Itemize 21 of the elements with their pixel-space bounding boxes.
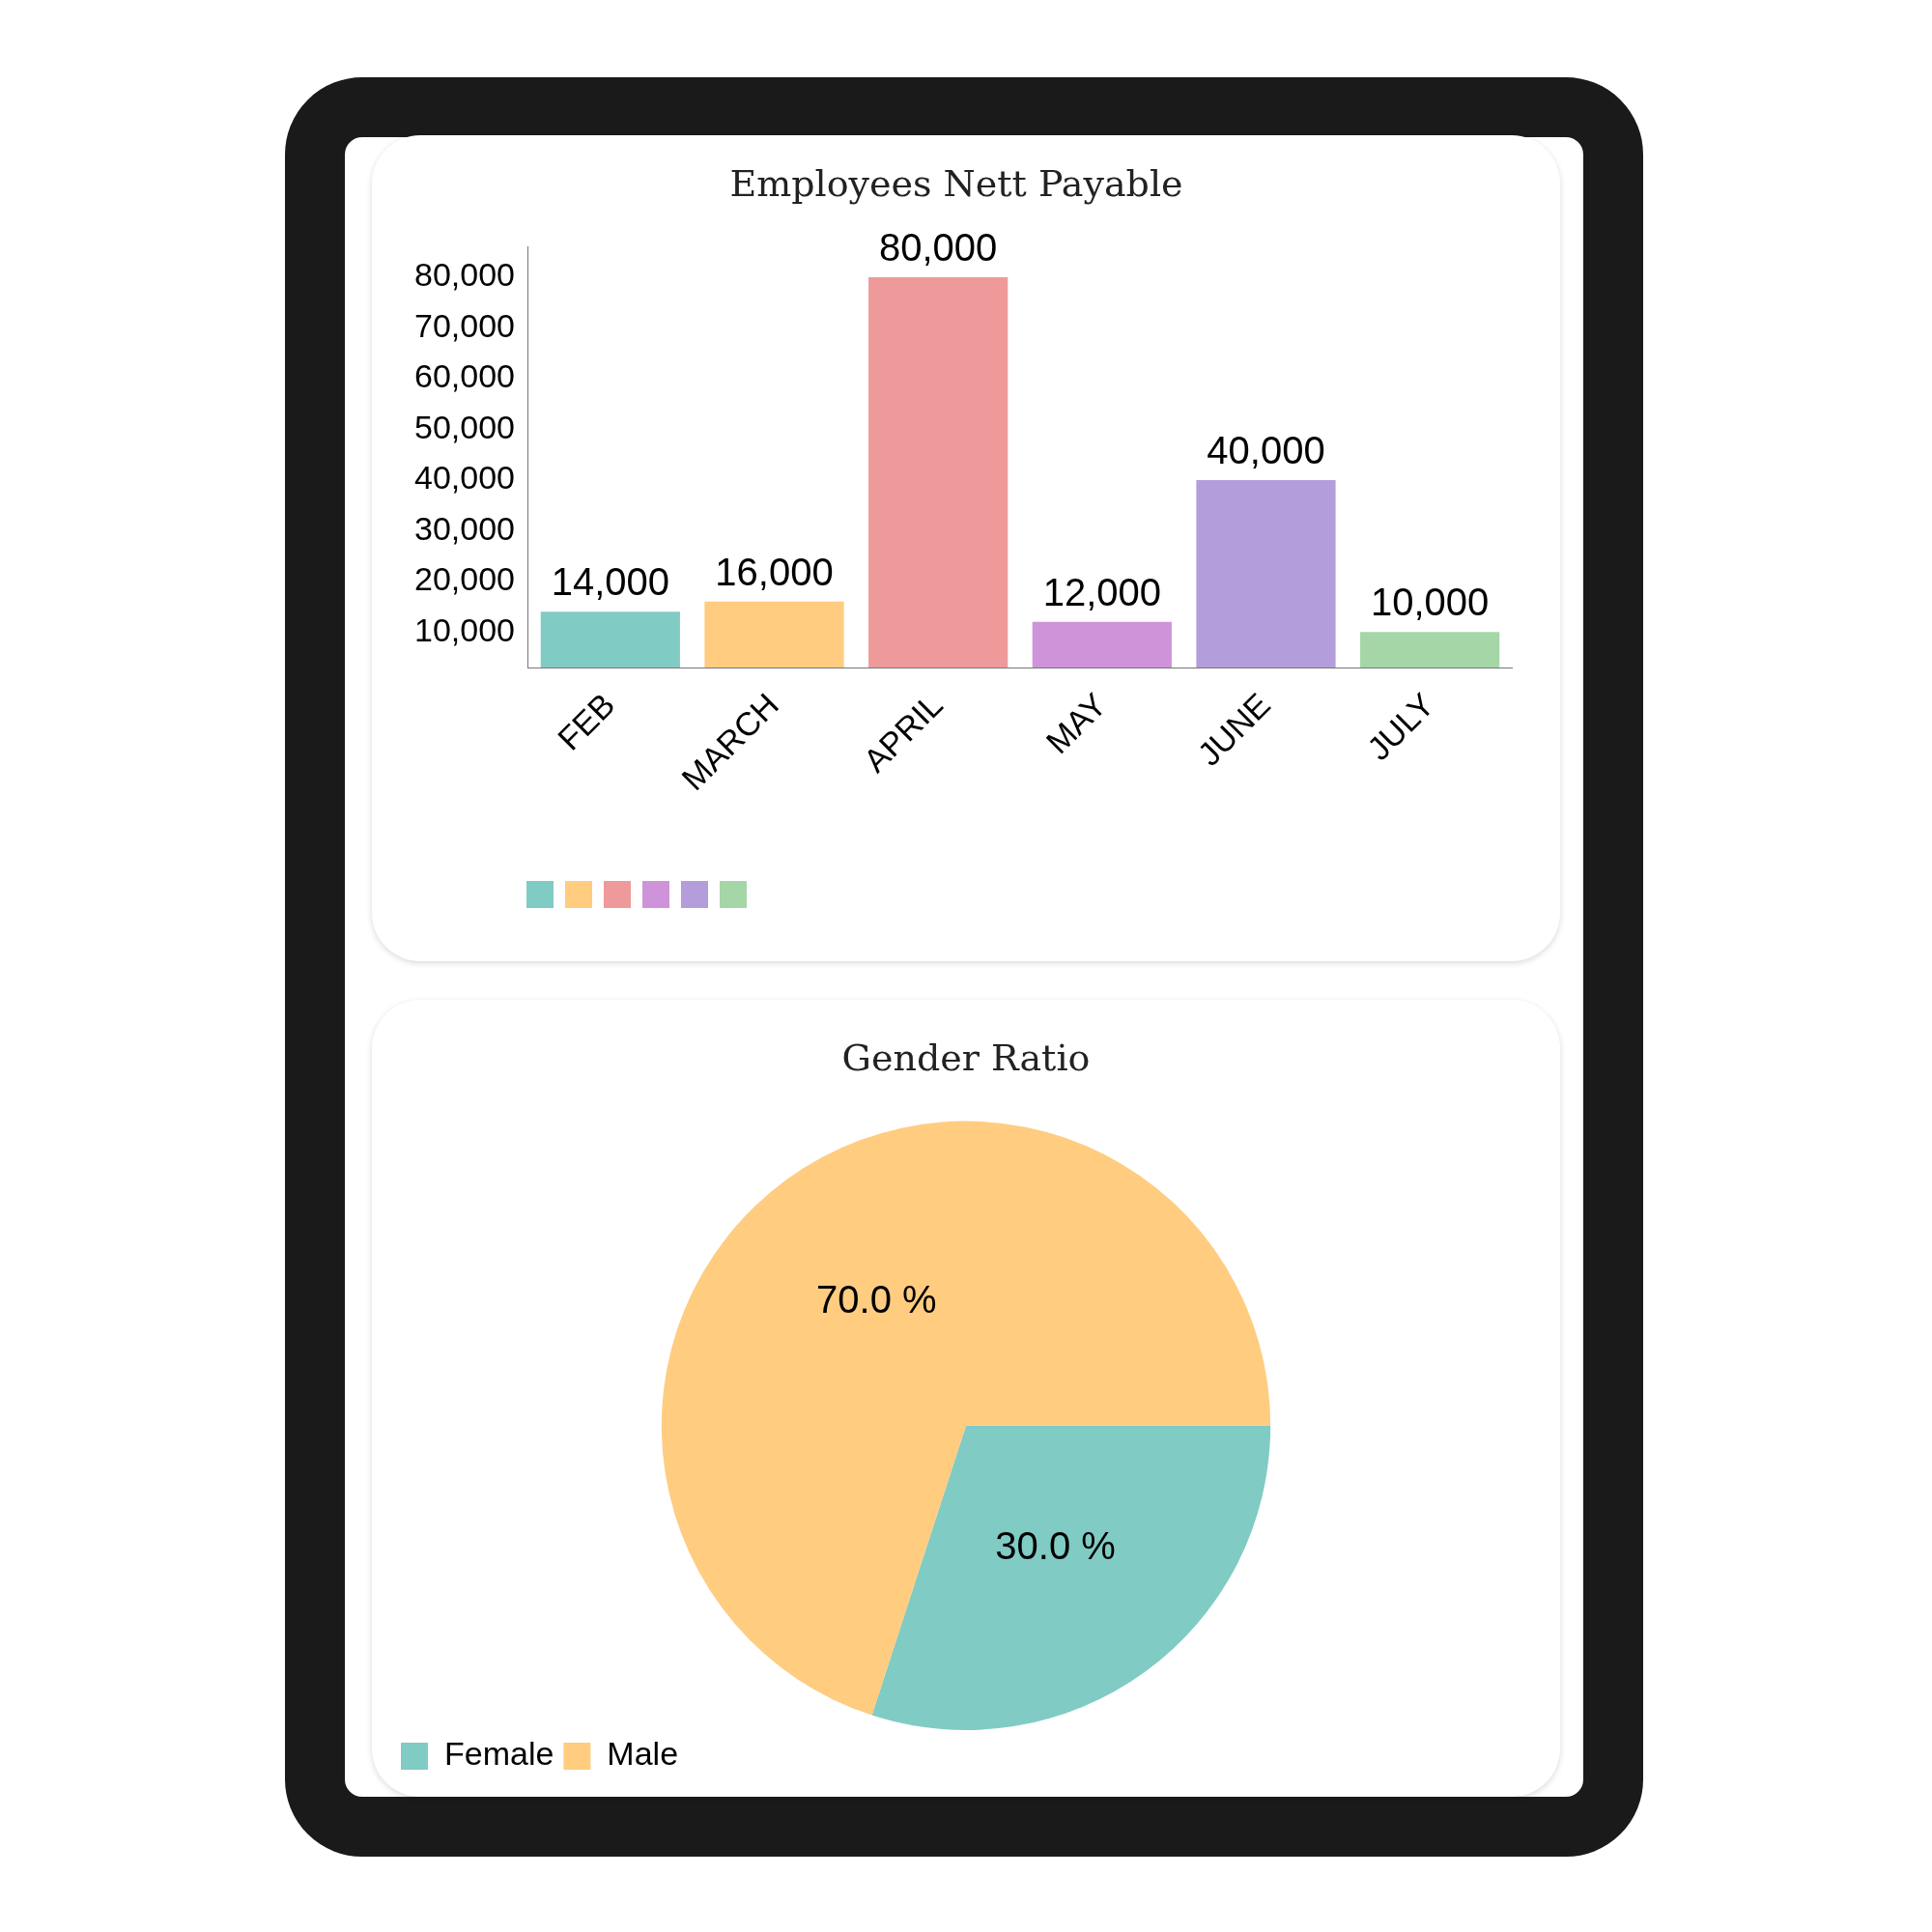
data-label: 16,000 (715, 550, 834, 593)
y-tick-label: 30,000 (413, 509, 515, 547)
chart-title: Gender Ratio (841, 1036, 1091, 1079)
legend-label: Female (444, 1735, 554, 1773)
y-tick-label: 10,000 (413, 611, 515, 648)
data-label: 70.0 % (816, 1278, 937, 1321)
y-tick-label: 20,000 (413, 560, 515, 598)
y-tick-label: 60,000 (413, 357, 515, 395)
y-tick-label: 80,000 (413, 256, 515, 294)
data-label: 10,000 (1370, 581, 1490, 624)
y-tick-label: 50,000 (413, 408, 515, 445)
data-label: 14,000 (551, 560, 669, 604)
legend-label: Male (607, 1735, 679, 1773)
y-tick-label: 70,000 (413, 306, 515, 344)
x-tick-label: FEB (550, 686, 622, 757)
data-label: 40,000 (1207, 428, 1325, 471)
data-label: 12,000 (1042, 570, 1161, 613)
data-label: 80,000 (878, 226, 998, 270)
chart-title: Employees Nett Payable (729, 161, 1183, 205)
data-label: 30.0 % (995, 1524, 1116, 1568)
y-tick-label: 40,000 (413, 459, 515, 497)
